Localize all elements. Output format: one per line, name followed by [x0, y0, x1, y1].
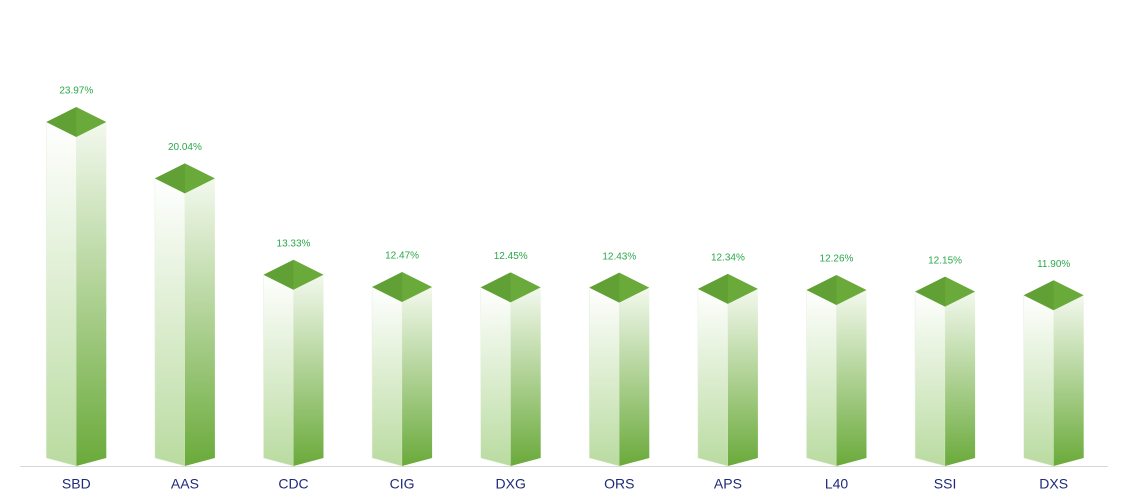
x-tick-label: L40: [825, 476, 849, 492]
value-label: 12.34%: [711, 253, 745, 264]
bar-left-face: [1023, 294, 1054, 467]
value-label: 12.45%: [494, 251, 528, 262]
bar-right-face: [1053, 295, 1084, 466]
bar-top-shade: [589, 272, 620, 303]
bar-right-face: [836, 290, 867, 466]
x-tick-label: CIG: [390, 476, 415, 492]
x-tick-label: AAS: [171, 476, 199, 492]
bar-right-face: [945, 291, 976, 466]
bar-top-shade: [1023, 280, 1054, 311]
bar: [914, 276, 976, 467]
bar-top: [1023, 280, 1084, 311]
bar-right-face: [184, 178, 215, 466]
bar: [263, 259, 324, 467]
bar-top-shade: [263, 259, 294, 290]
bar-top: [589, 272, 650, 303]
bar-top: [46, 107, 107, 137]
bar: [806, 275, 867, 467]
value-label: 12.15%: [928, 255, 962, 266]
bar-top-shade: [806, 275, 837, 306]
bar-top-shade: [46, 107, 77, 137]
bar-top-shade: [697, 273, 728, 304]
bar-left-face: [263, 274, 294, 467]
bar: [697, 273, 758, 467]
bar-left-face: [697, 288, 729, 467]
x-tick-label: SSI: [934, 476, 957, 492]
bar: [1023, 280, 1084, 467]
bar-top: [697, 273, 758, 304]
bar-left-face: [46, 121, 77, 467]
bar: [589, 272, 650, 467]
value-label: 23.97%: [59, 86, 93, 97]
bar: [154, 163, 215, 467]
bar-left-face: [154, 177, 186, 467]
bar-right-face: [510, 287, 541, 466]
bar-right-face: [293, 274, 324, 466]
bar-top-shade: [154, 163, 185, 194]
bar-top-shade: [372, 272, 403, 303]
bar-left-face: [589, 287, 620, 467]
bar-top-shade: [480, 272, 511, 303]
value-label: 20.04%: [168, 142, 202, 153]
bar-left-face: [371, 286, 403, 467]
bar-top-shade: [915, 276, 946, 307]
x-tick-label: ORS: [604, 476, 634, 492]
bar: [480, 272, 541, 467]
x-tick-label: SBD: [62, 476, 91, 492]
value-label: 12.43%: [602, 251, 636, 262]
bar-left-face: [480, 286, 511, 467]
bar-top: [263, 259, 324, 290]
value-label: 11.90%: [1037, 259, 1070, 270]
bar-left-face: [806, 289, 837, 467]
bar-top: [154, 163, 215, 194]
bar-top: [806, 275, 867, 306]
bar-left-face: [914, 291, 946, 467]
bar-top: [915, 276, 976, 307]
bar-right-face: [402, 287, 433, 466]
x-tick-label: DXG: [496, 476, 526, 492]
bar-right-face: [619, 287, 650, 466]
bar-right-face: [727, 288, 758, 466]
x-tick-label: APS: [714, 476, 742, 492]
bar-top: [480, 272, 541, 303]
value-label: 13.33%: [277, 238, 311, 249]
bar-top: [372, 272, 433, 303]
bar-right-face: [76, 122, 107, 466]
bar: [371, 272, 433, 467]
value-label: 12.47%: [385, 251, 419, 262]
value-label: 12.26%: [820, 254, 854, 265]
x-tick-label: CDC: [278, 476, 308, 492]
x-tick-label: DXS: [1039, 476, 1068, 492]
bar: [46, 107, 107, 467]
